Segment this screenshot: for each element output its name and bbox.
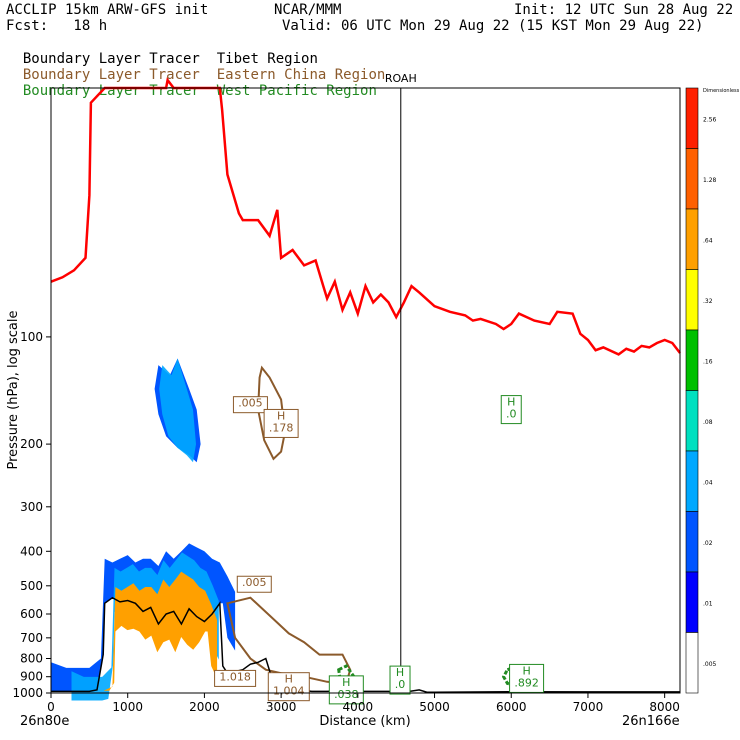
legend-tibet-region: Tibet Region xyxy=(216,51,318,67)
colorbar-label: .32 xyxy=(703,298,713,305)
annotation-box-text: H xyxy=(522,664,530,677)
annotation-box-frame xyxy=(232,396,268,414)
annotation-box-text: .0 xyxy=(395,678,406,691)
annotation-box-7: H.038 xyxy=(328,675,364,705)
tibet-shading-peak xyxy=(73,571,218,691)
colorbar-label: .08 xyxy=(703,419,713,426)
x-tick-label: 0 xyxy=(47,700,55,714)
annotation-box-6: H.0 xyxy=(389,665,411,695)
institution-label: NCAR/MMM xyxy=(274,2,342,18)
legend-tibet: Boundary Layer Tracer Tibet Region xyxy=(6,35,318,67)
colorbar-label: .04 xyxy=(703,479,713,486)
annotation-box-text: .0 xyxy=(506,408,517,421)
y-tick-label: 700 xyxy=(20,631,43,645)
colorbar-segment xyxy=(685,390,699,452)
annotation-box-frame xyxy=(389,665,411,695)
colorbar-segment xyxy=(685,148,699,210)
x-tick-label: 2000 xyxy=(189,700,220,714)
legend-west-pacific: Boundary Layer Tracer West Pacific Regio… xyxy=(6,67,377,99)
annotation-box-text: H xyxy=(342,676,350,689)
legend-west-pacific-region: West Pacific Region xyxy=(216,83,377,99)
annotation-box-4: 1.018 xyxy=(214,669,257,687)
colorbar-label: 2.56 xyxy=(703,116,717,123)
colorbar-label: .64 xyxy=(703,237,713,244)
annotation-box-frame xyxy=(214,669,257,687)
annotation-box-text: 1.004 xyxy=(273,685,305,698)
colorbar-segment xyxy=(685,87,699,149)
y-tick-label: 300 xyxy=(20,500,43,514)
colorbar-segment xyxy=(685,329,699,391)
x-tick-label: 6000 xyxy=(496,700,527,714)
x-end-label: 26n166e xyxy=(622,714,680,729)
annotation-box-text: H xyxy=(396,666,404,679)
annotation-box-frame xyxy=(328,675,364,705)
annotation-box-frame xyxy=(500,395,522,425)
legend-tibet-prefix: Boundary Layer Tracer xyxy=(22,51,200,67)
annotation-box-2: H.0 xyxy=(500,395,522,425)
x-axis-label: Distance (km) xyxy=(319,714,410,729)
annotation-box-text: .892 xyxy=(514,676,539,689)
annotation-box-5: H1.004 xyxy=(267,672,310,702)
colorbar-title: Dimensionless xyxy=(703,88,740,94)
x-tick-label: 5000 xyxy=(419,700,450,714)
annotation-box-1: H.178 xyxy=(263,408,299,438)
y-tick-label: 400 xyxy=(20,544,43,558)
annotation-box-text: .005 xyxy=(238,397,263,410)
annotation-box-text: .178 xyxy=(269,421,294,434)
y-tick-label: 500 xyxy=(20,579,43,593)
x-tick-label: 8000 xyxy=(649,700,680,714)
plot-frame xyxy=(50,87,681,694)
colorbar-label: .01 xyxy=(703,600,713,607)
annotation-box-8: H.892 xyxy=(509,663,545,693)
colorbar-segment xyxy=(685,571,699,633)
legend-east-china: Boundary Layer Tracer Eastern China Regi… xyxy=(6,51,385,83)
y-tick-label: 900 xyxy=(20,670,43,684)
init-time: Init: 12 UTC Sun 28 Aug 22 xyxy=(514,2,734,18)
x-tick-label: 1000 xyxy=(112,700,143,714)
x-start-label: 26n80e xyxy=(20,714,69,729)
colorbar-segment xyxy=(685,450,699,512)
y-axis-label: Pressure (hPa), log scale xyxy=(6,311,21,470)
annotation-box-frame xyxy=(263,408,299,438)
colorbar-segment xyxy=(685,511,699,573)
y-tick-label: 200 xyxy=(20,437,43,451)
x-tick-label: 7000 xyxy=(573,700,604,714)
annotation-box-text: H xyxy=(277,409,285,422)
colorbar-label: .005 xyxy=(703,661,717,668)
valid-time: Valid: 06 UTC Mon 29 Aug 22 (15 KST Mon … xyxy=(282,18,704,34)
colorbar-segment xyxy=(685,269,699,331)
legend-east-china-prefix: Boundary Layer Tracer xyxy=(22,67,200,83)
colorbar-segment xyxy=(685,632,699,694)
annotation-box-text: .038 xyxy=(334,688,359,701)
colorbar-segment xyxy=(685,208,699,270)
marker-label: ROAH xyxy=(385,72,417,85)
x-tick-label: 3000 xyxy=(266,700,297,714)
annotation-box-text: 1.018 xyxy=(219,670,251,683)
annotation-box-text: .005 xyxy=(242,576,267,589)
legend-east-china-region: Eastern China Region xyxy=(216,67,386,83)
east-china-contour-0 xyxy=(257,365,287,461)
y-tick-label: 1000 xyxy=(12,686,43,700)
annotation-box-text: H xyxy=(285,673,293,686)
colorbar-label: .16 xyxy=(703,358,713,365)
colorbar-label: .02 xyxy=(703,540,713,547)
model-title: ACCLIP 15km ARW-GFS init xyxy=(6,2,209,18)
annotation-box-frame xyxy=(236,575,272,593)
y-tick-label: 600 xyxy=(20,607,43,621)
annotation-box-frame xyxy=(267,672,310,702)
x-tick-label: 4000 xyxy=(343,700,374,714)
forecast-hour: Fcst: 18 h xyxy=(6,18,108,34)
y-tick-label: 800 xyxy=(20,651,43,665)
annotation-box-text: H xyxy=(507,396,515,409)
colorbar-label: 1.28 xyxy=(703,177,717,184)
annotation-box-3: .005 xyxy=(236,575,272,593)
y-tick-label: 100 xyxy=(20,330,43,344)
tibet-shading-core-1 xyxy=(159,358,196,463)
annotation-box-0: .005 xyxy=(232,396,268,414)
annotation-box-frame xyxy=(509,663,545,693)
tropopause-line xyxy=(50,77,681,356)
